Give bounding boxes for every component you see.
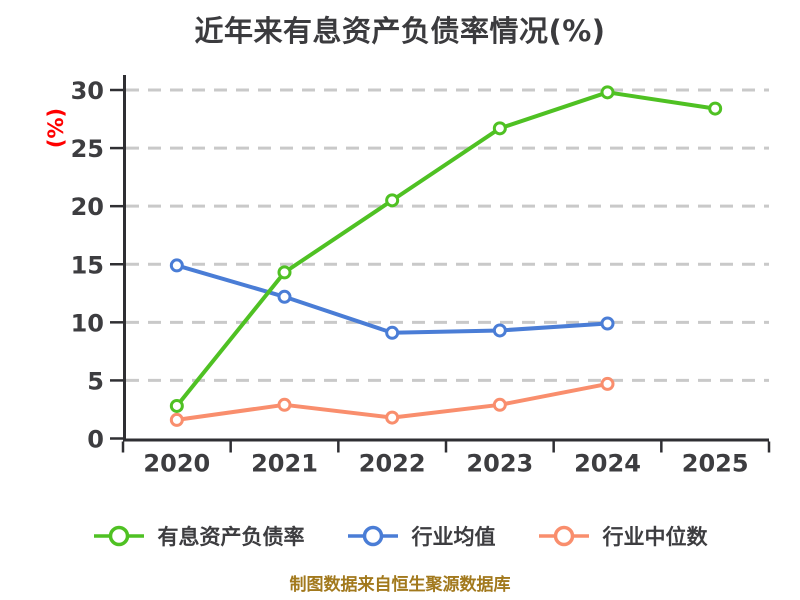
svg-text:2025: 2025: [682, 450, 749, 478]
chart-title: 近年来有息资产负债率情况(%): [194, 14, 606, 48]
legend-item-industry-mean: 行业均值: [347, 521, 496, 551]
x-axis: 2020 2021 2022 2023 2024 2025: [121, 438, 771, 478]
svg-text:10: 10: [71, 309, 104, 337]
series-line-0: [169, 85, 723, 413]
legend-item-industry-median: 行业中位数: [538, 521, 708, 551]
green-line-circle-icon: [93, 525, 144, 547]
svg-text:(%): (%): [44, 108, 68, 148]
svg-text:15: 15: [71, 251, 104, 279]
legend-label-debt-ratio: 有息资产负债率: [157, 525, 305, 549]
y-axis: 0 5 10 15 20 25 30(%): [44, 75, 126, 454]
data-source-note: 制图数据来自恒生聚源数据库: [289, 575, 511, 595]
legend-item-debt-ratio: 有息资产负债率: [93, 521, 305, 551]
svg-text:2021: 2021: [251, 450, 318, 478]
svg-text:2024: 2024: [574, 450, 641, 478]
blue-line-circle-icon: [347, 525, 398, 547]
legend-label-industry-median: 行业中位数: [602, 525, 708, 549]
svg-text:20: 20: [71, 193, 104, 221]
legend-label-industry-mean: 行业均值: [411, 525, 496, 549]
svg-text:2020: 2020: [143, 450, 210, 478]
legend: 有息资产负债率 行业均值 行业中位数: [0, 521, 800, 551]
svg-text:0: 0: [87, 426, 104, 454]
svg-text:30: 30: [71, 77, 104, 105]
svg-text:5: 5: [87, 367, 104, 395]
orange-line-circle-icon: [538, 525, 589, 547]
svg-text:2022: 2022: [359, 450, 426, 478]
series-line-1: [169, 258, 615, 340]
series-line-2: [169, 376, 615, 427]
svg-text:25: 25: [71, 135, 104, 163]
svg-text:2023: 2023: [466, 450, 533, 478]
gridlines: [126, 88, 769, 382]
